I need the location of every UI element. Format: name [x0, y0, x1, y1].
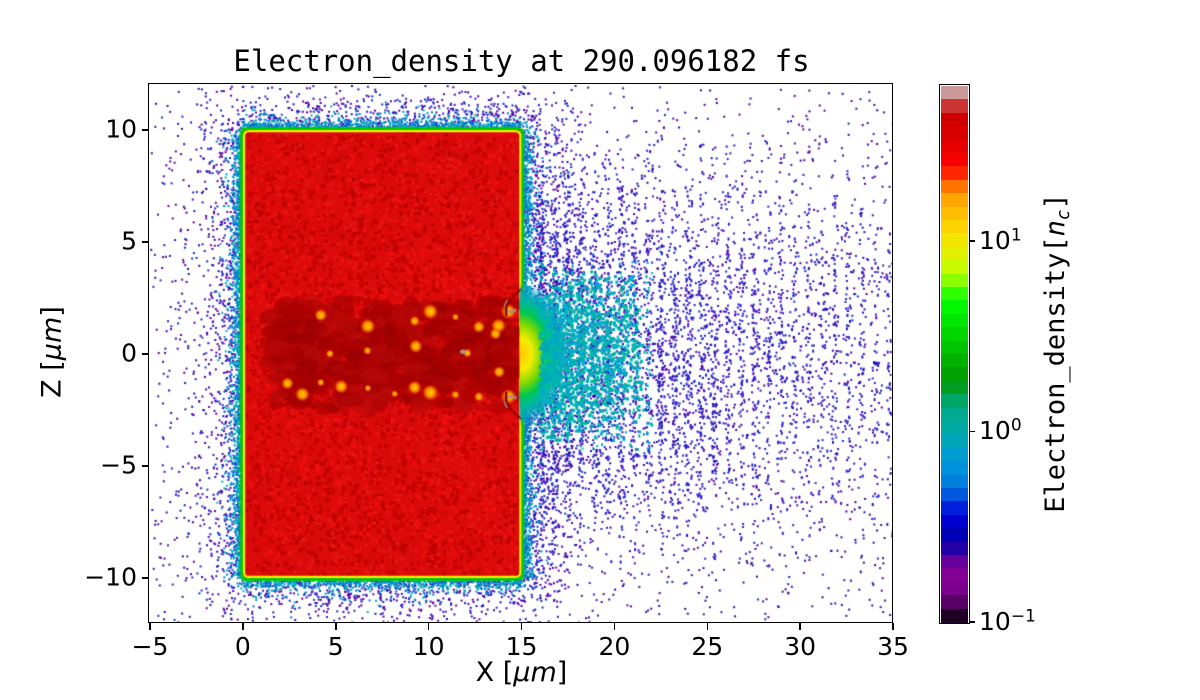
colorbar-tick-mark [969, 430, 975, 433]
y-tick-label: 0 [121, 338, 137, 368]
x-axis-label-unit: μm [513, 657, 557, 688]
colorbar-band [941, 568, 968, 583]
y-tick-mark [142, 241, 149, 243]
colorbar-band [941, 474, 968, 489]
colorbar-band [941, 153, 968, 167]
x-tick-mark [149, 623, 151, 630]
colorbar-band [941, 327, 968, 342]
x-tick-mark [799, 623, 801, 630]
x-tick-label: 0 [234, 632, 251, 661]
x-tick-label: 35 [877, 632, 909, 661]
x-axis-label-close: ] [556, 657, 568, 688]
y-tick-mark [142, 577, 149, 579]
colorbar-band [941, 260, 968, 275]
x-tick-mark [892, 623, 894, 630]
y-axis-label-unit: μm [36, 316, 68, 361]
colorbar-band [941, 287, 968, 301]
x-axis-label: X [μm] [150, 657, 893, 688]
colorbar-band [941, 112, 968, 127]
x-tick-label: 30 [784, 632, 817, 661]
colorbar-band [941, 514, 968, 529]
y-axis-label-text: Z [ [36, 360, 68, 398]
colorbar-tick-label: 100 [979, 416, 1022, 446]
x-tick-label: 25 [691, 632, 724, 661]
x-tick-label: 10 [412, 632, 445, 661]
plot-title: Electron_density at 290.096182 fs [233, 44, 810, 78]
colorbar-band [941, 555, 968, 569]
colorbar-band [941, 300, 968, 315]
x-tick-mark [335, 623, 337, 630]
density-plot-canvas [150, 85, 893, 623]
x-tick-label: −5 [131, 632, 169, 661]
colorbar-band [941, 541, 968, 556]
colorbar-band [941, 581, 968, 596]
colorbar-band [941, 193, 968, 208]
x-tick-label: 20 [598, 632, 631, 661]
colorbar-tick-mantissa: 10 [979, 416, 1011, 446]
x-tick-mark [706, 623, 708, 630]
y-tick-mark [142, 465, 149, 467]
colorbar-band [941, 367, 968, 382]
colorbar-band [941, 246, 968, 261]
y-tick-label: −5 [100, 450, 137, 480]
colorbar-band [941, 394, 968, 409]
colorbar-band [941, 313, 968, 328]
y-tick-label: −10 [84, 562, 137, 592]
colorbar-band [941, 273, 968, 288]
x-tick-mark [427, 623, 430, 630]
colorbar-band [941, 608, 968, 623]
colorbar-tick-mantissa: 10 [979, 226, 1011, 256]
colorbar-band [941, 340, 968, 355]
colorbar-tick-exponent: 1 [1010, 225, 1022, 246]
y-tick-mark [142, 129, 149, 131]
colorbar-band [941, 380, 968, 395]
colorbar-tick-label: 101 [979, 226, 1022, 256]
colorbar-band [941, 86, 968, 100]
y-tick-label: 5 [121, 226, 137, 256]
x-tick-label: 15 [505, 632, 538, 661]
colorbar-band [941, 179, 968, 194]
colorbar-label: Electron_density[nc] [1040, 193, 1074, 512]
colorbar-band [941, 126, 968, 141]
colorbar-band [941, 447, 968, 462]
colorbar-band [941, 220, 968, 234]
colorbar-band [941, 488, 968, 502]
colorbar-tick-mantissa: 10 [979, 607, 1011, 637]
y-axis-label-close: ] [36, 306, 68, 317]
colorbar-tick-exponent: 0 [1010, 416, 1022, 437]
colorbar-band [941, 595, 968, 610]
colorbar-band [941, 461, 968, 476]
colorbar-label-var: n [1039, 220, 1071, 237]
colorbar-band [941, 233, 968, 248]
colorbar-tick-label: 10−1 [979, 607, 1036, 637]
colorbar-tick-exponent: −1 [1010, 606, 1036, 627]
colorbar-band [941, 501, 968, 516]
x-tick-mark [613, 623, 616, 630]
colorbar-band [941, 407, 968, 422]
colorbar-band [941, 354, 968, 368]
x-tick-mark [520, 623, 523, 630]
x-tick-label: 5 [327, 632, 344, 661]
colorbar-band [941, 139, 968, 154]
colorbar-band [941, 206, 968, 221]
x-axis-label-text: X [ [475, 657, 514, 688]
colorbar-band [941, 528, 968, 543]
colorbar-tick-mark [969, 621, 975, 623]
colorbar-label-sub: c [1054, 209, 1075, 221]
colorbar-band [941, 434, 968, 449]
colorbar [941, 86, 968, 623]
x-tick-mark [242, 623, 244, 630]
y-tick-label: 10 [105, 114, 137, 144]
colorbar-band [941, 421, 968, 435]
colorbar-band [941, 99, 968, 114]
colorbar-label-text: Electron_density[ [1039, 236, 1071, 513]
colorbar-tick-mark [969, 240, 975, 242]
colorbar-label-close: ] [1039, 193, 1071, 210]
colorbar-band [941, 166, 968, 181]
y-axis-label: Z [μm] [37, 306, 68, 398]
y-tick-mark [142, 353, 149, 355]
